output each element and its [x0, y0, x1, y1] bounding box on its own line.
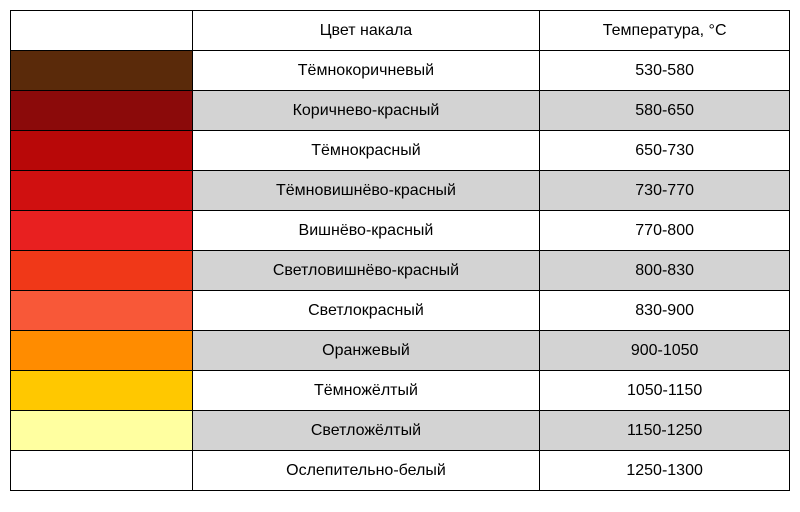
temperature-cell: 770-800 [540, 211, 790, 251]
temperature-cell: 800-830 [540, 251, 790, 291]
color-swatch [11, 291, 193, 331]
color-name-cell: Светловишнёво-красный [192, 251, 540, 291]
heat-color-table: Цвет накала Температура, °С Тёмнокоричне… [10, 10, 790, 491]
table-body: Тёмнокоричневый530-580Коричнево-красный5… [11, 51, 790, 491]
color-name-cell: Тёмножёлтый [192, 371, 540, 411]
table-row: Коричнево-красный580-650 [11, 91, 790, 131]
color-name-cell: Светложёлтый [192, 411, 540, 451]
color-swatch [11, 411, 193, 451]
color-swatch [11, 371, 193, 411]
temperature-cell: 1250-1300 [540, 451, 790, 491]
color-swatch [11, 171, 193, 211]
color-name-cell: Светлокрасный [192, 291, 540, 331]
color-swatch [11, 451, 193, 491]
color-name-cell: Тёмновишнёво-красный [192, 171, 540, 211]
header-temperature: Температура, °С [540, 11, 790, 51]
temperature-cell: 900-1050 [540, 331, 790, 371]
table-row: Светловишнёво-красный800-830 [11, 251, 790, 291]
table-row: Ослепительно-белый1250-1300 [11, 451, 790, 491]
table-row: Светлокрасный830-900 [11, 291, 790, 331]
temperature-cell: 580-650 [540, 91, 790, 131]
color-swatch [11, 211, 193, 251]
table-row: Вишнёво-красный770-800 [11, 211, 790, 251]
temperature-cell: 1150-1250 [540, 411, 790, 451]
temperature-cell: 830-900 [540, 291, 790, 331]
header-color-name: Цвет накала [192, 11, 540, 51]
table-row: Тёмножёлтый1050-1150 [11, 371, 790, 411]
temperature-cell: 530-580 [540, 51, 790, 91]
temperature-cell: 730-770 [540, 171, 790, 211]
color-swatch [11, 51, 193, 91]
color-name-cell: Ослепительно-белый [192, 451, 540, 491]
table-row: Тёмновишнёво-красный730-770 [11, 171, 790, 211]
table-row: Светложёлтый1150-1250 [11, 411, 790, 451]
table-header-row: Цвет накала Температура, °С [11, 11, 790, 51]
color-name-cell: Оранжевый [192, 331, 540, 371]
color-swatch [11, 331, 193, 371]
color-name-cell: Тёмнокрасный [192, 131, 540, 171]
color-name-cell: Коричнево-красный [192, 91, 540, 131]
color-swatch [11, 251, 193, 291]
temperature-cell: 1050-1150 [540, 371, 790, 411]
table-row: Тёмнокоричневый530-580 [11, 51, 790, 91]
color-name-cell: Вишнёво-красный [192, 211, 540, 251]
color-name-cell: Тёмнокоричневый [192, 51, 540, 91]
color-swatch [11, 91, 193, 131]
header-blank [11, 11, 193, 51]
table-row: Тёмнокрасный650-730 [11, 131, 790, 171]
temperature-cell: 650-730 [540, 131, 790, 171]
table-row: Оранжевый900-1050 [11, 331, 790, 371]
color-swatch [11, 131, 193, 171]
